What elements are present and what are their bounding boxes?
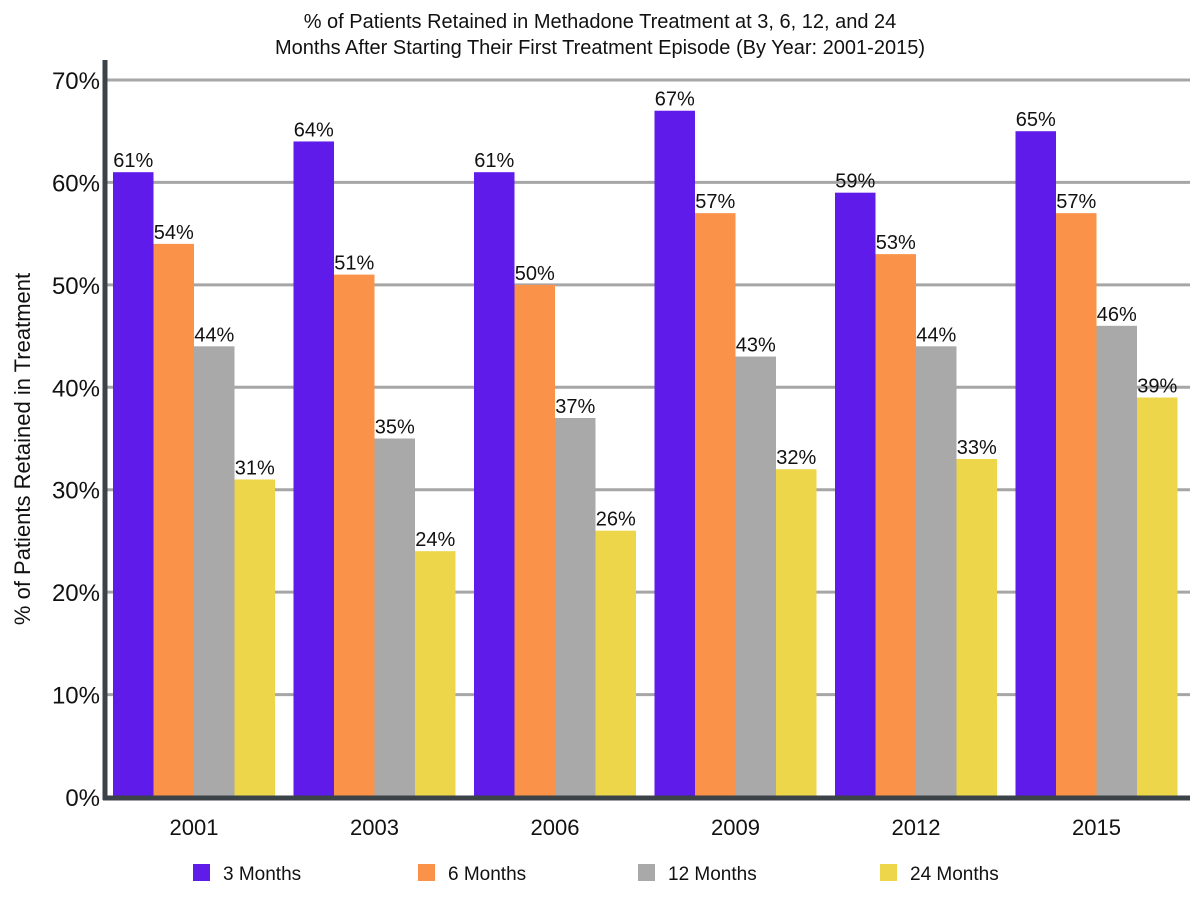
y-tick-label: 10%: [52, 683, 100, 710]
x-category-label: 2012: [892, 815, 941, 840]
bar: [956, 458, 997, 797]
x-category-label: 2009: [711, 815, 760, 840]
y-axis-title: % of Patients Retained in Treatment: [10, 273, 35, 625]
data-label: 57%: [695, 191, 735, 213]
legend-swatch: [880, 864, 897, 881]
gridlines: [107, 78, 1190, 697]
y-axis-ticks: 0% 10% 20% 30% 40% 50% 60% 70%: [52, 68, 100, 812]
bar: [474, 172, 515, 797]
bar: [916, 346, 957, 797]
data-label: 51%: [334, 253, 374, 275]
data-label: 43%: [736, 335, 776, 357]
bars: [113, 110, 1178, 798]
data-label: 33%: [957, 437, 997, 459]
data-label: 67%: [655, 89, 695, 111]
data-label: 31%: [235, 457, 275, 479]
data-label: 44%: [916, 324, 956, 346]
bar: [234, 479, 275, 797]
x-category-label: 2015: [1072, 815, 1121, 840]
legend-label: 12 Months: [668, 864, 757, 885]
data-label: 44%: [194, 324, 234, 346]
data-label: 46%: [1097, 304, 1137, 326]
y-tick-label: 50%: [52, 273, 100, 300]
bar: [695, 213, 736, 797]
data-label: 50%: [515, 263, 555, 285]
y-tick-label: 0%: [65, 785, 100, 812]
y-tick-label: 20%: [52, 580, 100, 607]
bar: [113, 172, 154, 797]
chart-title-line-1: % of Patients Retained in Methadone Trea…: [304, 11, 897, 33]
data-label: 53%: [876, 232, 916, 254]
bar: [1015, 131, 1056, 797]
bar: [875, 254, 916, 798]
chart-title-line-2: Months After Starting Their First Treatm…: [275, 37, 925, 59]
bar: [374, 438, 415, 797]
bar: [835, 192, 876, 797]
data-label: 54%: [154, 222, 194, 244]
bar: [1137, 397, 1178, 797]
bar: [194, 346, 235, 797]
data-label: 39%: [1137, 376, 1177, 398]
legend-label: 6 Months: [448, 864, 526, 885]
bar: [654, 110, 695, 797]
y-tick-label: 30%: [52, 478, 100, 505]
data-label: 65%: [1016, 109, 1056, 131]
x-category-label: 2001: [170, 815, 219, 840]
data-label: 61%: [474, 150, 514, 172]
bar: [555, 418, 596, 797]
legend-swatch: [638, 864, 655, 881]
bar: [1096, 325, 1137, 797]
data-label: 37%: [555, 396, 595, 418]
legend-swatch: [418, 864, 435, 881]
bar: [415, 551, 456, 797]
y-tick-label: 70%: [52, 68, 100, 95]
bar: [776, 469, 817, 797]
data-label: 26%: [596, 509, 636, 531]
data-label: 61%: [113, 150, 153, 172]
x-category-label: 2006: [531, 815, 580, 840]
bar: [334, 274, 375, 798]
bar: [293, 141, 334, 797]
bar: [1056, 213, 1097, 797]
bar: [153, 243, 194, 797]
bar: [735, 356, 776, 797]
legend-label: 3 Months: [223, 864, 301, 885]
data-label: 64%: [294, 119, 334, 141]
x-axis-categories: 2001 2003 2006 2009 2012 2015: [170, 815, 1121, 840]
data-label: 59%: [835, 171, 875, 193]
data-label: 24%: [415, 529, 455, 551]
legend-swatch: [193, 864, 210, 881]
bar: [514, 284, 555, 797]
data-label: 57%: [1056, 191, 1096, 213]
data-label: 32%: [776, 447, 816, 469]
legend-label: 24 Months: [910, 864, 999, 885]
legend: 3 Months 6 Months 12 Months 24 Months: [193, 864, 999, 885]
data-label: 35%: [375, 417, 415, 439]
x-category-label: 2003: [350, 815, 399, 840]
y-tick-label: 40%: [52, 375, 100, 402]
y-tick-label: 60%: [52, 170, 100, 197]
data-labels: 61% 54% 44% 31% 64% 51% 35% 24% 61% 50% 37% 26% 67% 5…: [113, 89, 1177, 551]
bar: [595, 530, 636, 797]
